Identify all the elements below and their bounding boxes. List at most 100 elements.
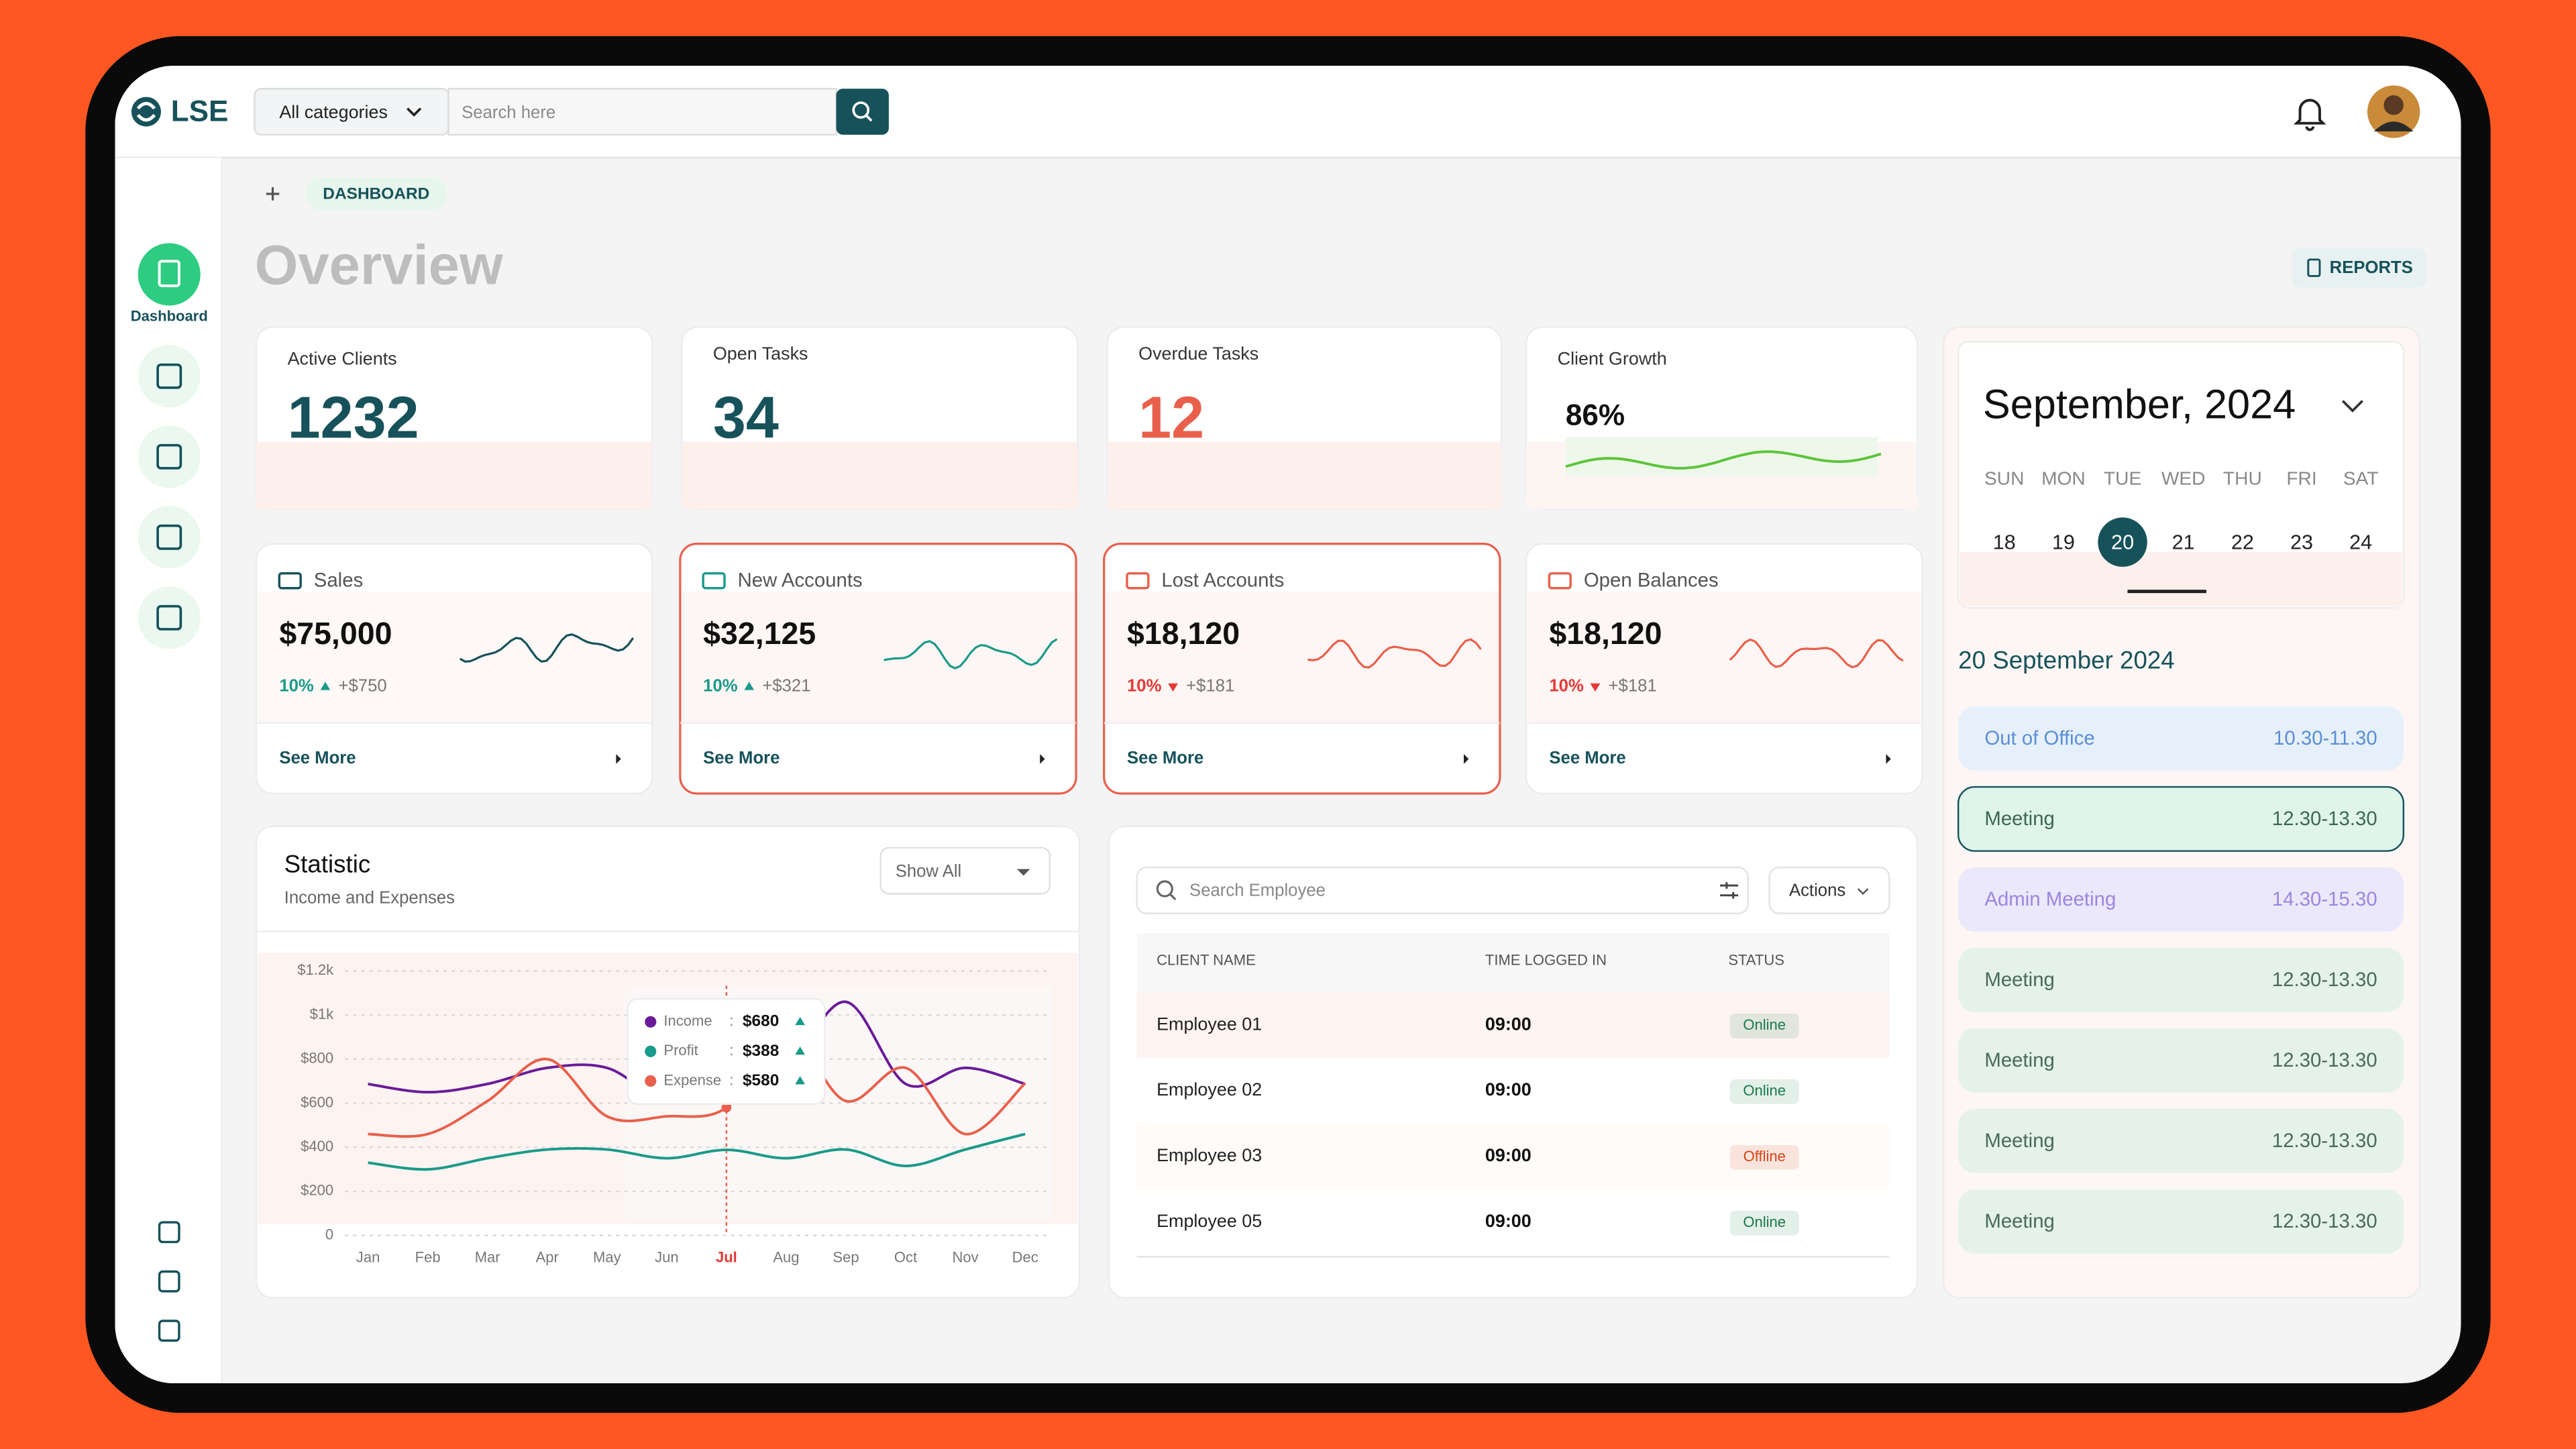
date[interactable]: 21: [2172, 531, 2195, 554]
event[interactable]: [1958, 1189, 2404, 1254]
date[interactable]: 19: [2052, 531, 2075, 554]
employee-name: Employee 05: [1157, 1211, 1262, 1231]
weekday: TUE: [2104, 468, 2141, 489]
finance-link[interactable]: See More: [703, 749, 780, 767]
reports-button[interactable]: [2292, 248, 2427, 288]
tooltip: [627, 998, 826, 1105]
date[interactable]: 22: [2231, 531, 2254, 554]
logo-swirl: [136, 101, 156, 122]
search-icon-handle: [865, 115, 873, 122]
tooltip-swatch: [645, 1045, 657, 1057]
finance-icon: [1548, 572, 1572, 590]
date[interactable]: 23: [2290, 531, 2313, 554]
tooltip-swatch: [645, 1075, 657, 1087]
sidebar: [115, 158, 222, 1384]
calendar-box: [1957, 341, 2405, 609]
finance-card-band: [1106, 591, 1499, 723]
filter-icon[interactable]: [1720, 882, 1739, 899]
event[interactable]: [1958, 948, 2404, 1012]
x-tick-label: Nov: [953, 1249, 979, 1266]
search-button[interactable]: [836, 89, 889, 135]
x-tick-label: Jun: [655, 1249, 679, 1266]
kpi-label: Open Tasks: [713, 343, 808, 364]
weekday: MON: [2041, 468, 2086, 489]
finance-icon: [278, 572, 302, 590]
kpi-card-band: [1107, 441, 1502, 510]
kpi-card-band: [256, 441, 653, 510]
employee-search[interactable]: [1136, 866, 1749, 914]
tooltip-swatch: [645, 1016, 657, 1028]
finance-change: 10%: [279, 676, 314, 695]
nav-item[interactable]: [138, 425, 201, 488]
notification-bell[interactable]: [2293, 99, 2326, 131]
event[interactable]: [1958, 1109, 2404, 1173]
event[interactable]: [1957, 786, 2405, 852]
logo-text: LSE: [171, 95, 229, 128]
table-row: [1136, 1124, 1890, 1190]
statistic-subtitle: Income and Expenses: [284, 888, 455, 907]
y-tick-label: 0: [325, 1226, 333, 1242]
finance-sparkline: [883, 638, 1058, 670]
breadcrumb-label: DASHBOARD: [323, 185, 429, 203]
nav-item[interactable]: [138, 506, 201, 569]
search-icon: [852, 101, 870, 119]
nav-utility-icon[interactable]: [158, 1320, 180, 1342]
finance-link[interactable]: See More: [1127, 749, 1203, 767]
weekday: SUN: [1984, 468, 2024, 489]
nav-utility-icon[interactable]: [158, 1221, 180, 1244]
finance-label: New Accounts: [738, 570, 863, 592]
x-tick-label: Apr: [536, 1249, 559, 1266]
status-pill: [1729, 1079, 1799, 1104]
nav-item[interactable]: [138, 345, 201, 408]
search-input[interactable]: [447, 88, 837, 136]
nav-utility-icon[interactable]: [158, 1270, 180, 1293]
calendar-chevron[interactable]: [2341, 400, 2363, 413]
date[interactable]: 24: [2349, 531, 2372, 554]
finance-delta: +$750: [338, 676, 386, 695]
finance-amount: $18,120: [1127, 616, 1240, 651]
finance-change: 10%: [1549, 676, 1584, 695]
kpi-value: 1232: [288, 384, 419, 451]
nav-dashboard[interactable]: [138, 243, 201, 306]
x-tick-label: Dec: [1012, 1249, 1038, 1266]
kpi-value: 12: [1138, 384, 1204, 451]
event-time: 14.30-15.30: [2272, 888, 2377, 910]
date[interactable]: 18: [1993, 531, 2016, 554]
event-time: 12.30-13.30: [2272, 1130, 2377, 1152]
finance-change: 10%: [703, 676, 738, 695]
finance-amount: $32,125: [703, 616, 816, 651]
kpi-label: Client Growth: [1558, 348, 1667, 368]
event-title: Meeting: [1984, 1210, 2055, 1232]
reports-label: REPORTS: [2330, 258, 2413, 277]
reports-icon: [2307, 258, 2321, 277]
avatar-body: [2373, 121, 2414, 131]
event[interactable]: [1958, 867, 2404, 932]
actions-label: Actions: [1789, 881, 1845, 900]
finance-link[interactable]: See More: [279, 749, 356, 767]
series-line: [368, 1033, 1026, 1138]
event-time: 12.30-13.30: [2272, 1210, 2377, 1232]
employee-status: Online: [1743, 1214, 1786, 1230]
nav-dashboard-icon: [158, 260, 180, 288]
statistic-filter[interactable]: [879, 847, 1051, 895]
nav-item[interactable]: [138, 586, 201, 649]
actions-button[interactable]: [1768, 866, 1890, 914]
table-column-header: CLIENT NAME: [1157, 951, 1256, 968]
finance-card-band: [1527, 591, 1921, 723]
category-label: All categories: [279, 102, 388, 122]
tooltip-trend: [795, 1016, 805, 1026]
tooltip-separator: :: [729, 1071, 733, 1088]
tooltip-separator: :: [729, 1042, 733, 1059]
add-icon[interactable]: [266, 187, 280, 201]
nav-item-icon: [156, 363, 182, 389]
tooltip-value: $680: [743, 1012, 779, 1030]
finance-link[interactable]: See More: [1549, 749, 1625, 767]
actions-chevron: [1857, 888, 1869, 895]
date[interactable]: 20: [2111, 531, 2134, 554]
growth-sparkline: [1565, 450, 1882, 470]
status-pill: [1729, 1144, 1799, 1170]
event-time: 10.30-11.30: [2273, 727, 2377, 749]
event[interactable]: [1958, 1028, 2404, 1093]
finance-card-band: [682, 591, 1075, 723]
event[interactable]: [1958, 706, 2404, 771]
